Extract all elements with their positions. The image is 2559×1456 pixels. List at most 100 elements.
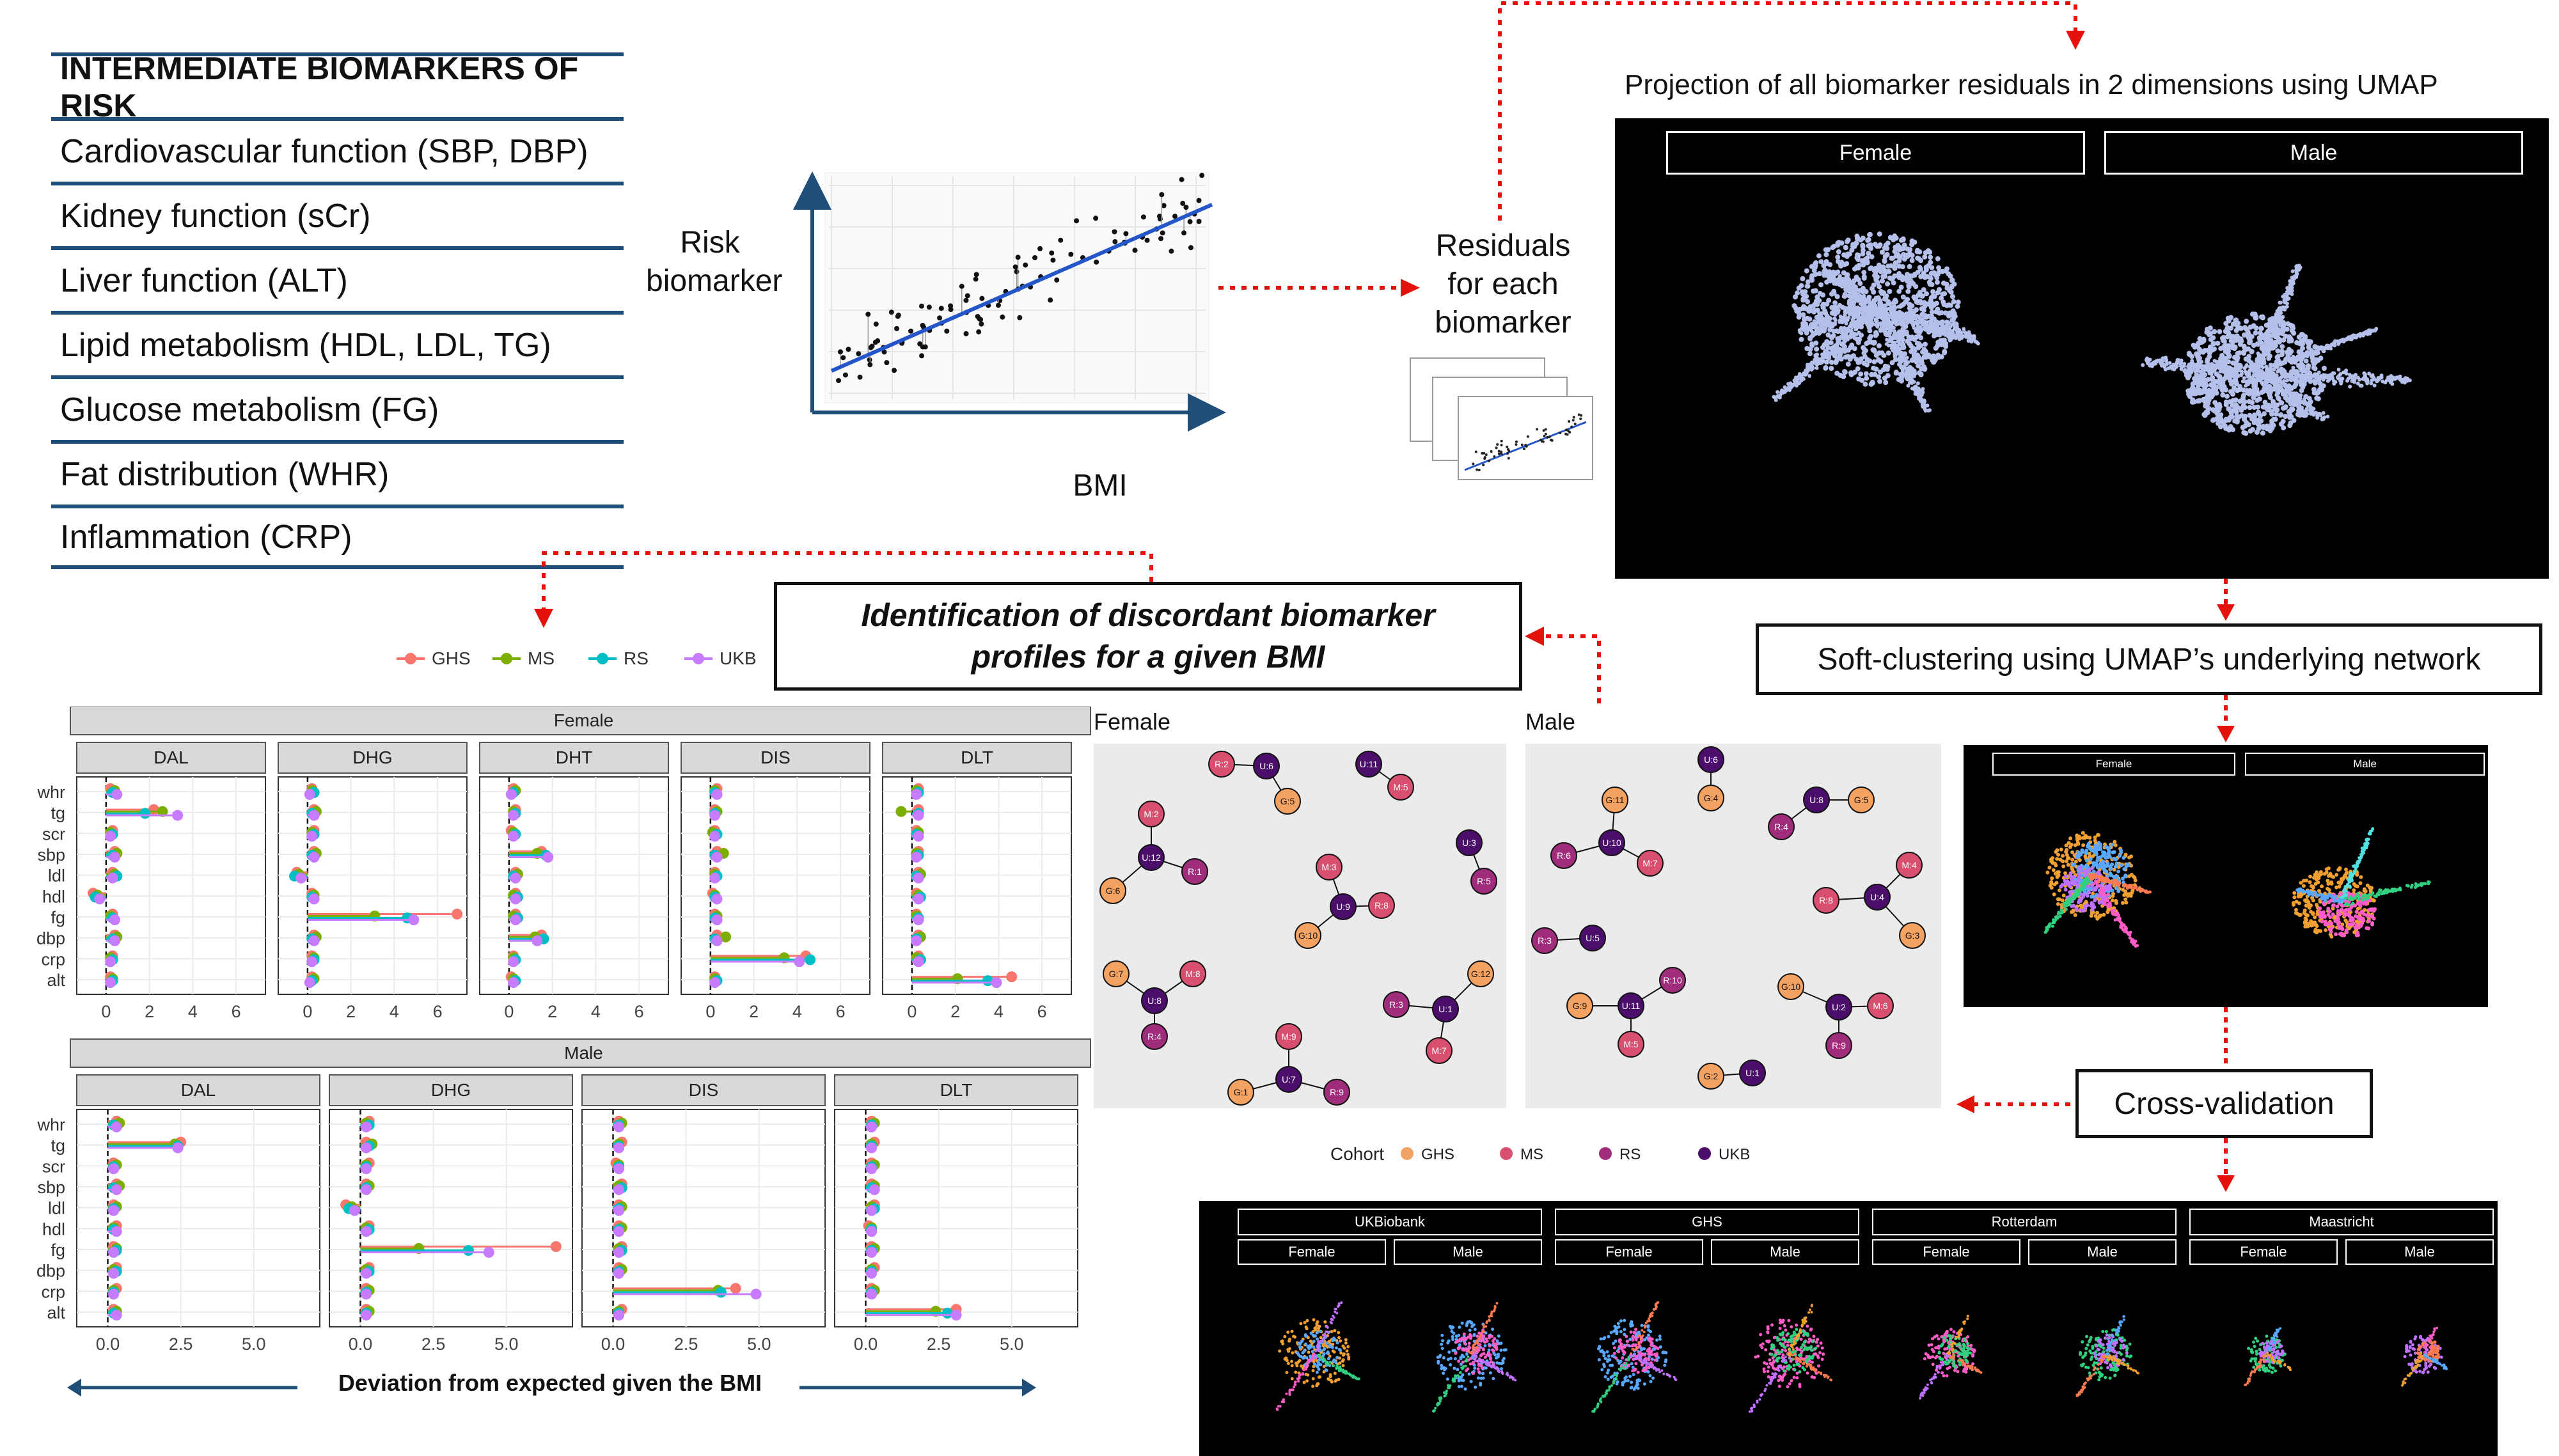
umap-point	[1899, 314, 1903, 318]
umap-point	[2321, 417, 2326, 421]
umap-point	[1928, 302, 1933, 308]
umap-point	[2045, 870, 2050, 875]
umap-point	[2253, 384, 2258, 388]
residual-point	[1544, 432, 1547, 435]
umap-point	[1777, 395, 1782, 400]
umap-point	[2159, 361, 2163, 365]
umap-point	[1941, 299, 1946, 305]
umap-point	[2323, 891, 2327, 896]
umap-point	[1877, 350, 1882, 356]
umap-point	[2283, 414, 2288, 419]
umap-point	[2279, 306, 2283, 311]
umap-point	[2164, 359, 2169, 364]
umap-point	[2219, 335, 2225, 341]
umap-point	[2272, 323, 2277, 327]
umap-point	[1931, 322, 1935, 326]
umap-point	[2265, 334, 2270, 339]
umap-point	[1906, 317, 1910, 321]
regression-point	[865, 311, 871, 317]
umap-point	[2318, 906, 2322, 911]
residual-point	[1577, 413, 1580, 416]
arrow-softclust-to-clusters	[2217, 695, 2235, 742]
umap-point	[1906, 384, 1910, 388]
umap-point	[2240, 398, 2246, 404]
umap-point	[1889, 255, 1895, 261]
umap-point	[2194, 363, 2198, 367]
umap-point	[1935, 256, 1941, 262]
regression-point	[1158, 236, 1163, 242]
umap-point	[2066, 899, 2070, 903]
umap-point	[2304, 898, 2309, 902]
umap-point	[2054, 915, 2058, 919]
umap-point	[2359, 922, 2363, 927]
umap-point	[2366, 908, 2371, 912]
umap-point	[1799, 336, 1804, 342]
umap-point	[2089, 877, 2093, 881]
umap-point	[1844, 261, 1850, 267]
umap-point	[2234, 413, 2240, 419]
umap-point	[2117, 854, 2122, 858]
umap-point	[2290, 360, 2295, 364]
umap-point	[2206, 361, 2210, 366]
umap-point	[2221, 356, 2226, 361]
umap-point	[1854, 240, 1859, 246]
umap-point	[1893, 297, 1898, 303]
residual-point	[1493, 455, 1496, 458]
umap-point	[2247, 372, 2251, 377]
umap-point	[1854, 274, 1859, 280]
umap-point	[1872, 372, 1878, 377]
umap-point	[1900, 311, 1905, 316]
umap-point	[2241, 343, 2247, 349]
umap-point	[2317, 346, 2321, 350]
umap-point	[2308, 880, 2312, 884]
umap-point	[2258, 413, 2264, 419]
umap-point	[2195, 343, 2201, 349]
umap-point	[2267, 346, 2272, 350]
umap-point	[2234, 333, 2240, 339]
umap-point	[2234, 419, 2240, 425]
umap-point	[2097, 884, 2100, 888]
umap-point	[1919, 357, 1925, 363]
umap-point	[2087, 845, 2091, 850]
umap-point	[2250, 391, 2256, 396]
umap-point	[2285, 301, 2289, 306]
umap-point	[1868, 265, 1873, 271]
umap-point	[2084, 834, 2088, 839]
umap-point	[2246, 398, 2252, 404]
umap-point	[1948, 273, 1953, 279]
umap-point	[1894, 317, 1899, 322]
umap-point	[1827, 272, 1831, 277]
umap-point	[2367, 372, 2372, 376]
umap-point	[1892, 265, 1898, 271]
umap-point	[1834, 272, 1838, 276]
umap-point	[1917, 391, 1921, 395]
umap-point	[2068, 836, 2073, 841]
umap-point	[2246, 354, 2252, 359]
umap-point	[1811, 288, 1816, 294]
residual-point	[1543, 434, 1546, 437]
umap-point	[2130, 938, 2134, 942]
umap-point	[2266, 357, 2271, 361]
umap-point	[2232, 373, 2237, 378]
umap-point	[1899, 319, 1903, 324]
umap-point	[2362, 912, 2366, 916]
umap-point	[1779, 389, 1784, 394]
regression-point	[1183, 205, 1189, 210]
umap-point	[2098, 889, 2102, 893]
regression-point	[856, 351, 862, 357]
umap-point	[2234, 364, 2239, 368]
residual-point	[1500, 439, 1503, 442]
umap-point	[2258, 325, 2264, 331]
umap-point	[2312, 366, 2318, 372]
umap-point	[2291, 418, 2297, 423]
umap-point	[2358, 881, 2363, 886]
umap-point	[1912, 309, 1917, 314]
residual-point	[1542, 429, 1545, 432]
residual-point	[1572, 416, 1575, 419]
umap-point	[2129, 884, 2132, 888]
umap-point	[2292, 895, 2297, 900]
umap-point	[2280, 326, 2286, 332]
umap-point	[2363, 377, 2368, 382]
umap-point	[2354, 923, 2359, 927]
umap-point	[2219, 419, 2225, 425]
